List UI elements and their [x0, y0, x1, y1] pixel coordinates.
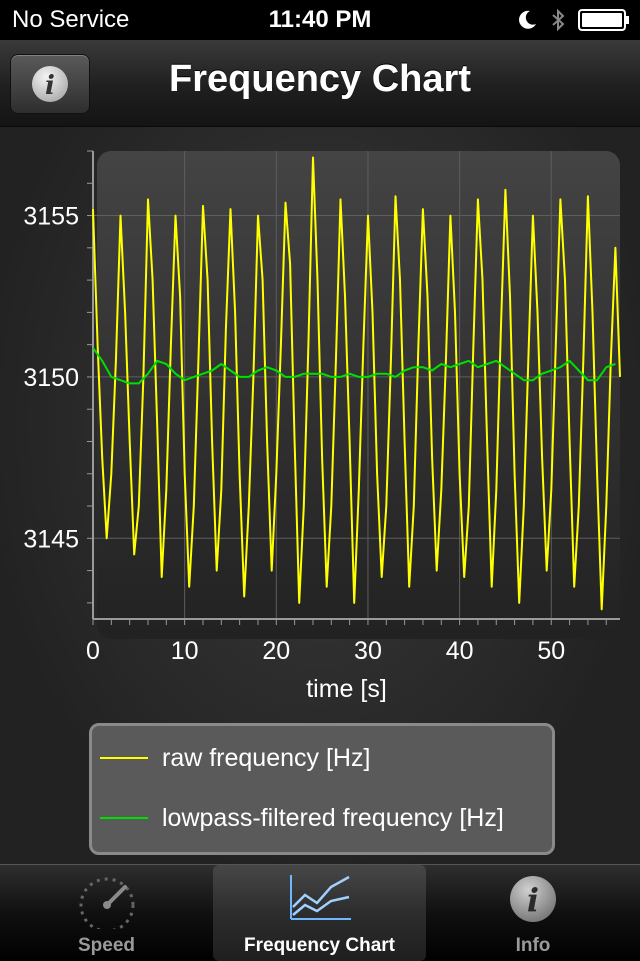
navigation-bar: i Frequency Chart — [0, 40, 640, 127]
frequency-chart: 0 10 20 30 40 50 3145 3150 3155 time [s] — [23, 150, 621, 703]
x-tick-label: 40 — [446, 637, 474, 665]
x-tick-label: 10 — [171, 637, 199, 665]
tab-frequency-chart[interactable]: Frequency Chart — [213, 865, 426, 961]
x-tick-label: 30 — [354, 637, 382, 665]
tab-bar: Speed Frequency Chart i Info — [0, 864, 640, 961]
x-tick-label: 20 — [262, 637, 290, 665]
info-icon: i — [32, 66, 68, 102]
speedometer-icon — [79, 877, 134, 929]
status-bar: No Service 11:40 PM — [0, 0, 640, 40]
legend-item-filtered: lowpass-filtered frequency [Hz] — [100, 798, 504, 838]
legend-swatch-raw — [100, 757, 148, 759]
moon-icon — [519, 10, 536, 29]
svg-text:i: i — [45, 71, 55, 101]
legend-item-raw: raw frequency [Hz] — [100, 738, 370, 778]
tab-label-frequency-chart: Frequency Chart — [244, 935, 395, 956]
line-chart-icon — [289, 875, 351, 920]
y-tick-label: 3145 — [23, 525, 79, 553]
tab-speed[interactable]: Speed — [0, 865, 213, 961]
series-line-raw-frequency — [92, 156, 621, 611]
tab-label-info: Info — [515, 935, 551, 956]
series-line-lowpass-frequency — [92, 347, 616, 385]
battery-icon — [578, 9, 629, 31]
chart-area: 0 10 20 30 40 50 3145 3150 3155 time [s] raw freq… — [0, 127, 640, 864]
info-icon: i — [510, 876, 556, 922]
legend-swatch-filtered — [100, 817, 148, 819]
carrier-label: No Service — [12, 6, 130, 33]
x-tick-label: 0 — [86, 637, 100, 665]
status-icons — [516, 8, 630, 32]
info-button[interactable]: i — [10, 54, 90, 114]
legend-label-filtered: lowpass-filtered frequency [Hz] — [162, 803, 504, 832]
chart-legend: raw frequency [Hz] lowpass-filtered freq… — [89, 723, 555, 855]
x-axis-label: time [s] — [306, 675, 387, 703]
clock: 11:40 PM — [268, 6, 372, 33]
tab-label-speed: Speed — [77, 935, 136, 956]
y-tick-label: 3150 — [23, 364, 79, 392]
x-tick-label: 50 — [537, 637, 565, 665]
y-tick-label: 3155 — [23, 203, 79, 231]
page-title: Frequency Chart — [169, 58, 471, 100]
tab-info[interactable]: i Info — [426, 865, 640, 961]
bluetooth-icon — [552, 8, 565, 32]
legend-label-raw: raw frequency [Hz] — [162, 743, 371, 772]
svg-text:i: i — [527, 881, 539, 919]
